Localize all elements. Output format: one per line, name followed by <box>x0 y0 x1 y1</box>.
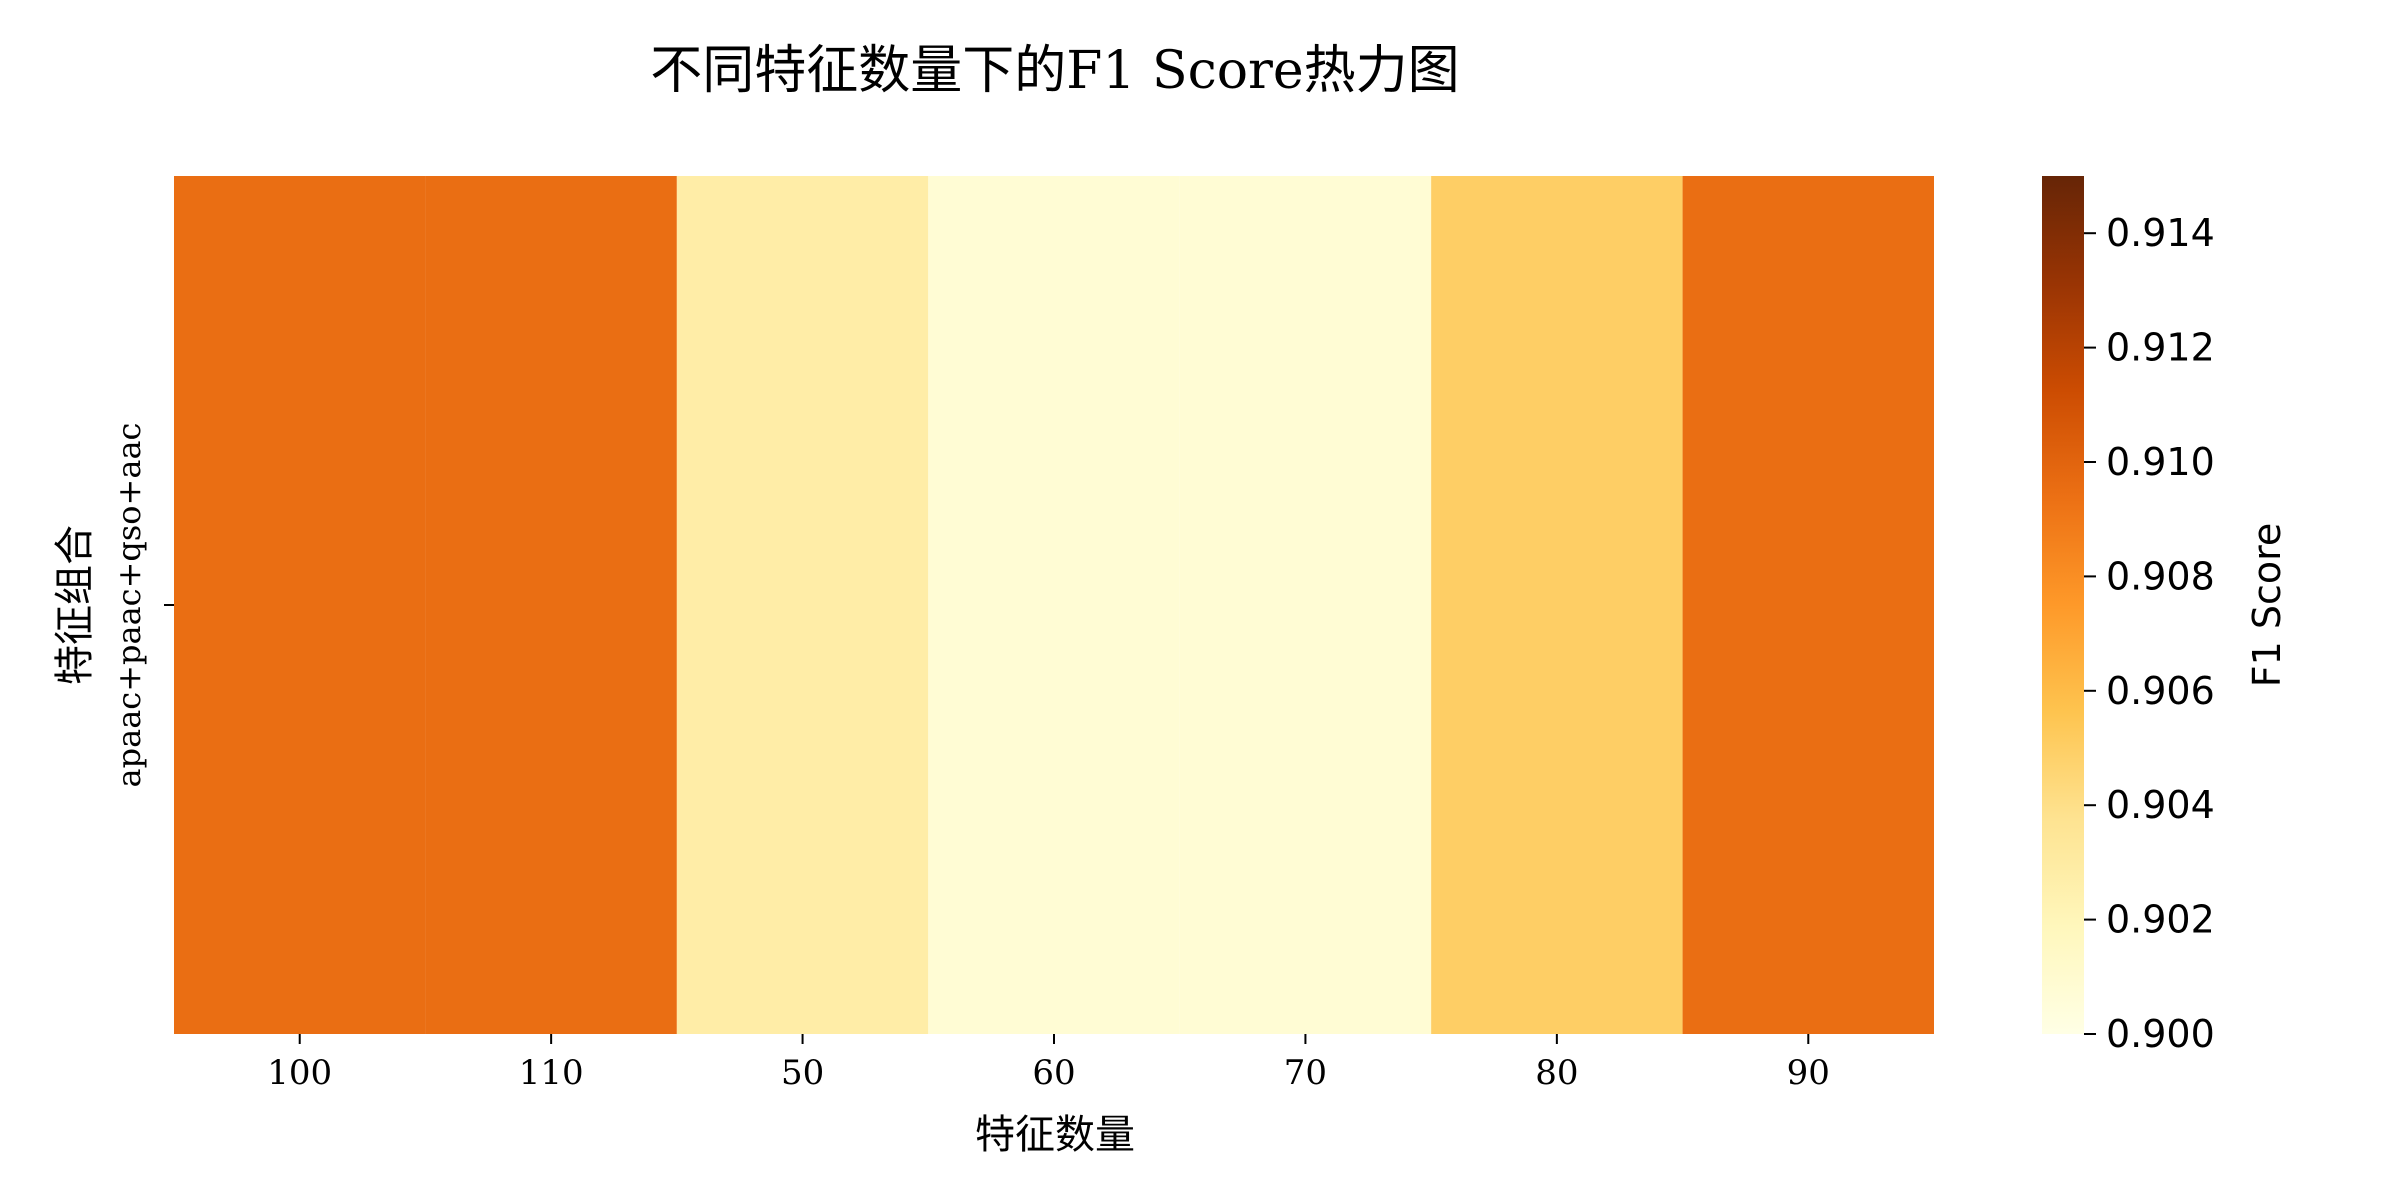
x-axis-ticks: 100 110 50 60 70 80 90 <box>267 1034 1830 1093</box>
heatmap-cell <box>1179 176 1432 1034</box>
colorbar-tick-label: 0.900 <box>2106 1012 2215 1056</box>
heatmap-cell <box>676 176 929 1034</box>
colorbar-tick-label: 0.906 <box>2106 669 2215 713</box>
colorbar-tick-label: 0.908 <box>2106 554 2215 598</box>
chart-title: 不同特征数量下的F1 Score热力图 <box>650 41 1459 101</box>
x-tick-label: 110 <box>519 1053 584 1093</box>
x-tick-label: 90 <box>1787 1053 1830 1093</box>
colorbar-tick-label: 0.912 <box>2106 326 2215 370</box>
colorbar-ticks: 0.900 0.902 0.904 0.906 0.908 0.910 0.912 0.914 <box>2084 211 2215 1056</box>
x-tick-label: 70 <box>1284 1053 1327 1093</box>
y-axis-label: 特征组合 <box>52 525 98 685</box>
colorbar-tick-label: 0.904 <box>2106 783 2215 827</box>
colorbar-tick-label: 0.902 <box>2106 898 2215 942</box>
colorbar-tick-label: 0.914 <box>2106 211 2215 255</box>
heatmap-cell <box>928 176 1180 1034</box>
heatmap-cell <box>1682 176 1934 1034</box>
heatmap-cell <box>174 176 426 1034</box>
x-tick-label: 50 <box>781 1053 824 1093</box>
x-tick-label: 60 <box>1032 1053 1075 1093</box>
x-tick-label: 80 <box>1535 1053 1578 1093</box>
x-axis-label: 特征数量 <box>975 1112 1135 1158</box>
colorbar-tick-label: 0.910 <box>2106 440 2215 484</box>
heatmap-cells <box>174 176 1934 1034</box>
heatmap-cell <box>425 176 677 1034</box>
y-tick-label: apaac+paac+qso+aac <box>110 423 148 788</box>
colorbar-label: F1 Score <box>2245 523 2289 688</box>
y-axis-ticks: apaac+paac+qso+aac <box>110 423 174 788</box>
colorbar <box>2042 176 2084 1034</box>
heatmap-cell <box>1431 176 1683 1034</box>
x-tick-label: 100 <box>267 1053 332 1093</box>
